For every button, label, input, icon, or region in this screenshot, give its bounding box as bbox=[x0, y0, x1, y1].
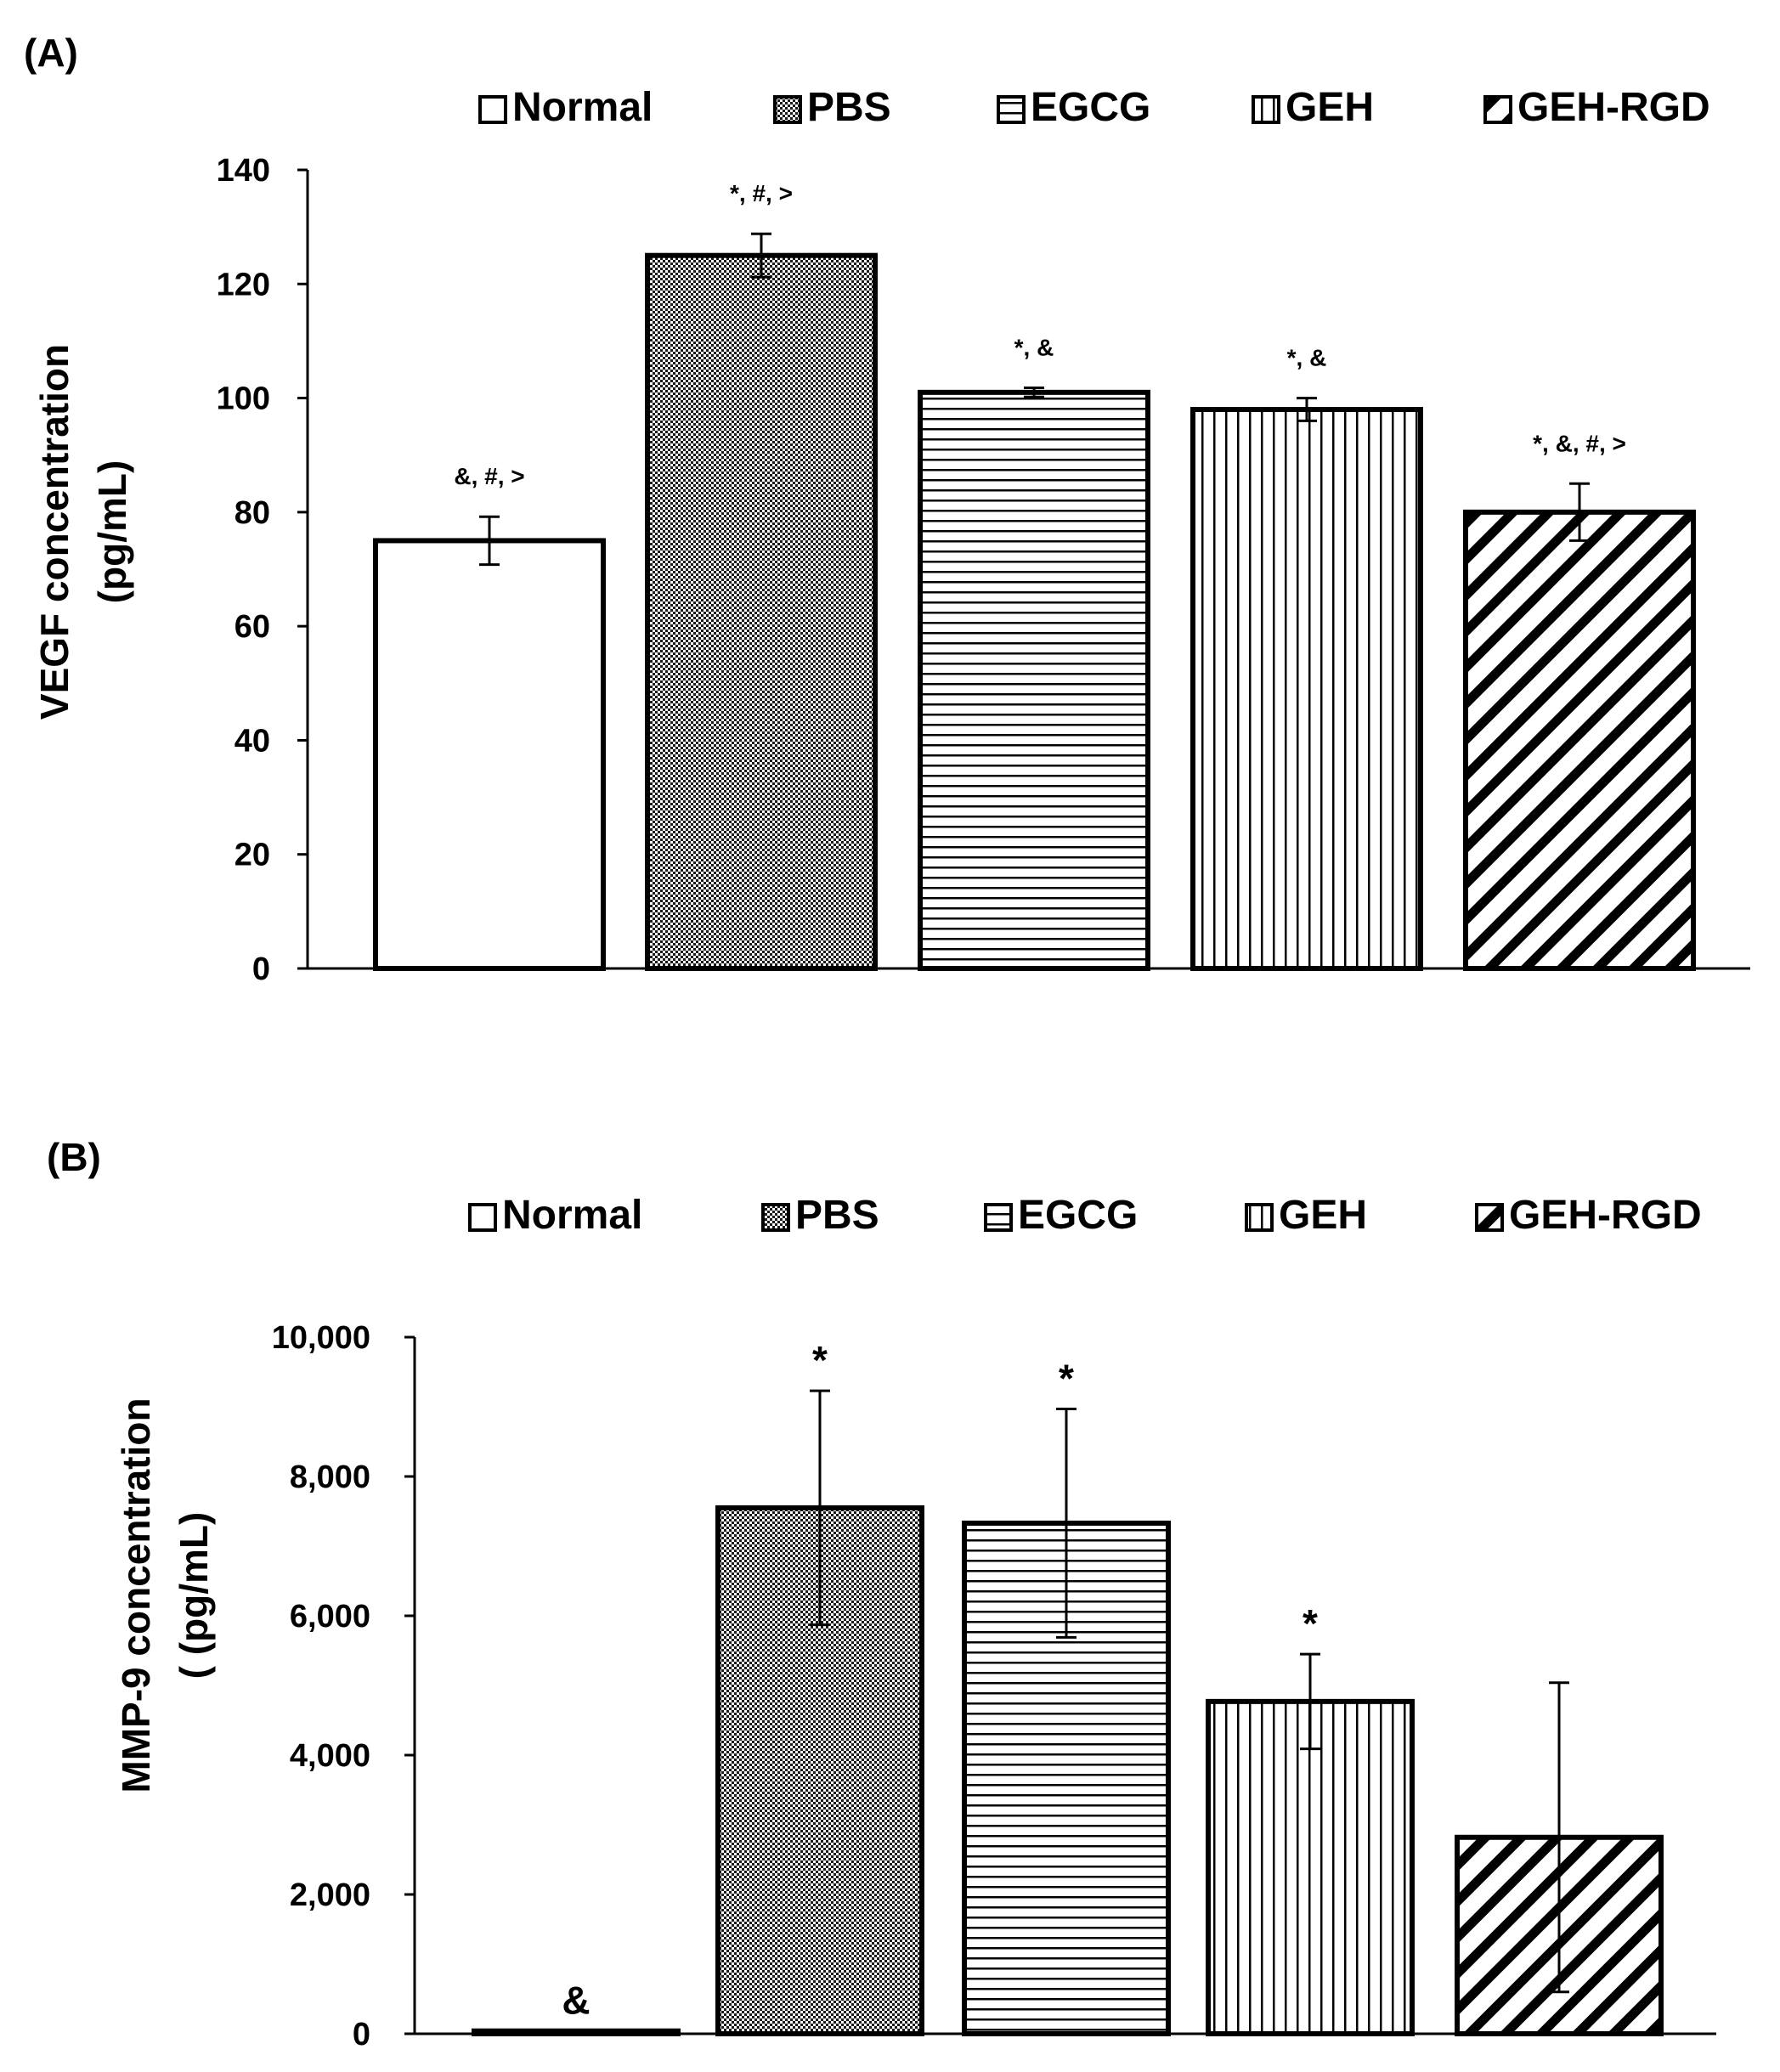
panel-b-y-tick-label: 4,000 bbox=[290, 1738, 370, 1774]
panel-a-legend-label-geh-rgd: GEH-RGD bbox=[1517, 85, 1710, 130]
panel-b-y-tick-label: 0 bbox=[353, 2017, 370, 2052]
panel-a-annotation-egcg: *, & bbox=[1014, 334, 1054, 360]
panel-b-annotation-geh: * bbox=[1303, 1601, 1318, 1646]
panel-a-error-bar-geh-rgd bbox=[1569, 482, 1590, 542]
panel-a-y-tick-label: 0 bbox=[252, 951, 270, 987]
panel-b-error-bar-geh bbox=[1300, 1652, 1320, 1751]
panel-a-bar-egcg bbox=[918, 389, 1150, 972]
panel-a-legend-swatch-egcg bbox=[997, 95, 1026, 124]
panel-a-y-tick-label: 60 bbox=[235, 609, 270, 645]
panel-b-legend-label-egcg: EGCG bbox=[1018, 1193, 1138, 1238]
panel-a: (A) Normal PBS EGCG GEH GEH-RGD VEGF concent… bbox=[24, 31, 1750, 987]
panel-a-annotation-pbs: *, #, > bbox=[730, 180, 793, 206]
panel-b: (B) Normal PBS EGCG GEH GEH-RGD MMP-9 concen… bbox=[47, 1135, 1716, 2052]
panel-b-legend-swatch-geh-rgd bbox=[1475, 1203, 1504, 1232]
panel-b-legend-item-geh: GEH bbox=[1245, 1193, 1367, 1238]
panel-a-legend-swatch-normal bbox=[478, 95, 507, 124]
panel-a-error-bar-pbs bbox=[751, 232, 771, 279]
panel-b-legend-swatch-egcg bbox=[984, 1203, 1013, 1232]
panel-b-label: (B) bbox=[47, 1135, 101, 1179]
panel-a-bar-normal bbox=[373, 538, 606, 972]
panel-a-legend-swatch-geh-rgd bbox=[1483, 95, 1512, 124]
panel-b-legend-item-normal: Normal bbox=[468, 1193, 642, 1238]
panel-a-y-axis-title: VEGF concentration (pg/mL) bbox=[32, 344, 134, 720]
panel-b-plot: 0 2,000 4,000 6,000 8,000 10,000 & * * * bbox=[272, 1320, 1716, 2052]
panel-b-legend-swatch-normal bbox=[468, 1203, 497, 1232]
panel-a-y-tick-label: 40 bbox=[235, 723, 270, 759]
panel-a-y-tick-label: 80 bbox=[235, 495, 270, 531]
panel-a-y-tick-label: 120 bbox=[217, 267, 270, 302]
panel-a-annotation-normal: &, #, > bbox=[454, 463, 524, 489]
panel-a-legend-label-normal: Normal bbox=[512, 85, 653, 130]
panel-b-y-tick-label: 8,000 bbox=[290, 1459, 370, 1495]
panel-a-y-tick-label: 100 bbox=[217, 381, 270, 417]
panel-a-error-bar-geh bbox=[1297, 397, 1317, 422]
panel-b-bar-pbs bbox=[715, 1505, 924, 2036]
panel-b-annotation-normal: & bbox=[562, 1979, 590, 2023]
panel-a-legend-label-pbs: PBS bbox=[807, 85, 891, 130]
panel-a-legend: Normal PBS EGCG GEH GEH-RGD bbox=[478, 85, 1710, 130]
panel-a-legend-label-geh: GEH bbox=[1286, 85, 1374, 130]
panel-a-plot: 0 20 40 60 80 100 120 140 &, #, > *, #, > *, & *, &… bbox=[217, 153, 1750, 987]
panel-a-error-bar-normal bbox=[479, 515, 500, 567]
panel-a-bar-geh bbox=[1190, 407, 1423, 971]
panel-b-annotation-pbs: * bbox=[812, 1338, 828, 1382]
panel-a-annotation-geh-rgd: *, &, #, > bbox=[1533, 430, 1626, 456]
panel-b-annotation-egcg: * bbox=[1059, 1356, 1074, 1400]
panel-a-annotation-geh: *, & bbox=[1287, 345, 1327, 371]
panel-a-error-bar-egcg bbox=[1024, 386, 1044, 398]
panel-a-ylabel-line-2: (pg/mL) bbox=[90, 460, 134, 604]
panel-b-ylabel-line-2: ( (pg/mL) bbox=[172, 1512, 216, 1680]
panel-b-legend-swatch-pbs bbox=[761, 1203, 790, 1232]
panel-b-error-bar-egcg bbox=[1056, 1407, 1076, 1639]
panel-b-bar-geh bbox=[1206, 1698, 1415, 2036]
panel-a-legend-swatch-pbs bbox=[773, 95, 802, 124]
panel-a-legend-item-egcg: EGCG bbox=[997, 85, 1150, 130]
panel-a-bar-pbs bbox=[645, 252, 878, 971]
panel-b-ylabel-line-1: MMP-9 concentration bbox=[114, 1397, 158, 1793]
panel-a-y-tick-label: 140 bbox=[217, 153, 270, 189]
panel-a-legend-item-geh-rgd: GEH-RGD bbox=[1483, 85, 1710, 130]
panel-b-legend-item-egcg: EGCG bbox=[984, 1193, 1138, 1238]
panel-b-legend-item-pbs: PBS bbox=[761, 1193, 879, 1238]
panel-b-legend-label-pbs: PBS bbox=[795, 1193, 879, 1238]
panel-b-legend-swatch-geh bbox=[1245, 1203, 1274, 1232]
panel-b-error-bar-pbs bbox=[810, 1389, 830, 1627]
panel-a-legend-item-normal: Normal bbox=[478, 85, 653, 130]
panel-b-legend-label-normal: Normal bbox=[502, 1193, 642, 1238]
panel-b-y-tick-label: 10,000 bbox=[272, 1320, 370, 1356]
panel-a-legend-label-egcg: EGCG bbox=[1031, 85, 1150, 130]
panel-b-bar-normal bbox=[472, 2028, 681, 2036]
panel-b-y-tick-label: 6,000 bbox=[290, 1599, 370, 1634]
panel-b-legend-item-geh-rgd: GEH-RGD bbox=[1475, 1193, 1702, 1238]
panel-a-legend-item-geh: GEH bbox=[1252, 85, 1374, 130]
panel-a-legend-swatch-geh bbox=[1252, 95, 1280, 124]
panel-b-legend-label-geh: GEH bbox=[1279, 1193, 1367, 1238]
panel-b-legend: Normal PBS EGCG GEH GEH-RGD bbox=[468, 1193, 1702, 1238]
panel-b-error-bar-geh-rgd bbox=[1549, 1681, 1569, 1994]
panel-b-legend-label-geh-rgd: GEH-RGD bbox=[1509, 1193, 1702, 1238]
panel-a-label: (A) bbox=[24, 31, 78, 75]
panel-a-ylabel-line-1: VEGF concentration bbox=[32, 344, 76, 720]
panel-b-y-tick-label: 2,000 bbox=[290, 1877, 370, 1913]
panel-a-bar-geh-rgd bbox=[1463, 509, 1696, 971]
panel-a-legend-item-pbs: PBS bbox=[773, 85, 891, 130]
panel-b-y-axis-title: MMP-9 concentration ( (pg/mL) bbox=[114, 1397, 216, 1793]
panel-a-y-tick-label: 20 bbox=[235, 838, 270, 873]
